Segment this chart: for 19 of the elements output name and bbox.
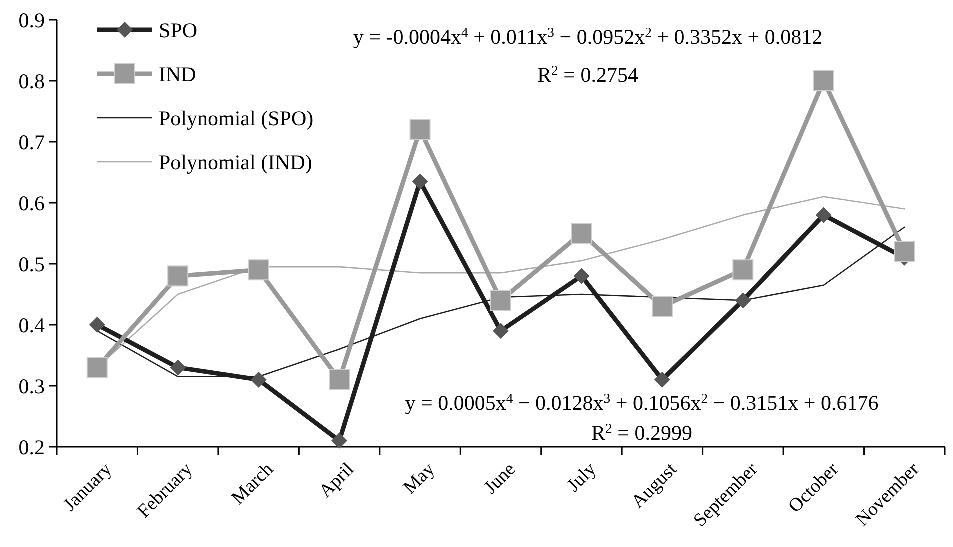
x-tick-label: July <box>563 458 602 496</box>
x-tick-label: May <box>400 458 440 499</box>
y-tick-label: 0.5 <box>18 252 45 276</box>
annotation: R$^{2}$ = 0.2999 <box>592 420 692 445</box>
x-tick-label: June <box>480 459 520 499</box>
legend-label: IND <box>159 62 196 86</box>
y-tick-label: 0.6 <box>18 191 45 216</box>
legend-label: Polynomial (IND) <box>159 150 312 174</box>
y-tick-label: 0.7 <box>18 130 45 154</box>
y-tick-label: 0.9 <box>18 8 45 32</box>
y-tick-label: 0.3 <box>18 374 45 398</box>
annotation: y = -0.0004x$^{4}$ + 0.011x$^{3}$ − 0.0952x$^{2}$ + 0.3352x + 0.0812 <box>353 24 823 49</box>
y-tick-label: 0.4 <box>18 313 46 338</box>
legend-label: Polynomial (SPO) <box>159 106 314 130</box>
legend-label: SPO <box>159 18 198 42</box>
y-tick-label: 0.2 <box>18 435 45 460</box>
annotation: y = 0.0005x$^{4}$ − 0.0128x$^{3}$ + 0.1056x$^{2}$ − 0.3151x + 0.6176 <box>405 390 879 415</box>
annotation: R$^{2}$ = 0.2754 <box>538 62 639 87</box>
y-tick-label: 0.8 <box>18 69 45 94</box>
